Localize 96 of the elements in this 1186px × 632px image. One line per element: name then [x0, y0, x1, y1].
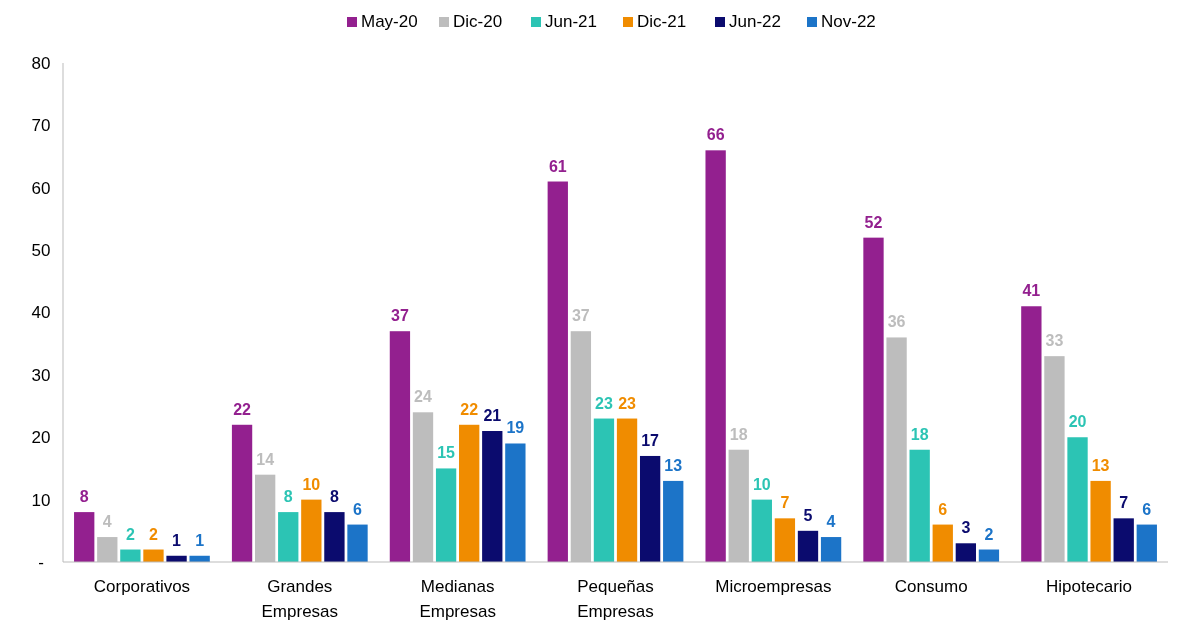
- x-tick-label: Corporativos: [93, 577, 191, 596]
- bar: [820, 537, 842, 562]
- data-label: 61: [548, 157, 567, 175]
- y-tick-label: 20: [31, 428, 51, 448]
- data-label: 20: [1068, 413, 1087, 431]
- bar: [505, 443, 526, 562]
- bar: [955, 543, 977, 562]
- data-label: 19: [506, 419, 525, 437]
- bar: [231, 424, 253, 562]
- bar: [909, 449, 930, 562]
- bar: [143, 549, 164, 562]
- bar: [301, 499, 322, 562]
- legend-label: Jun-21: [545, 12, 597, 31]
- data-label: 13: [664, 456, 683, 474]
- data-label: 2: [984, 525, 994, 543]
- data-label: 1: [172, 531, 182, 549]
- y-tick-label: 70: [31, 116, 51, 136]
- y-tick-label: -: [38, 552, 44, 572]
- data-label: 22: [233, 400, 252, 418]
- data-label: 7: [1119, 494, 1129, 512]
- bar: [547, 181, 568, 562]
- x-tick-label: Consumo: [894, 577, 968, 596]
- bar: [347, 524, 368, 562]
- bar: [797, 530, 819, 562]
- legend-label: Dic-20: [453, 12, 503, 31]
- bar: [482, 431, 503, 562]
- legend-label: Jun-22: [729, 12, 781, 31]
- bar: [663, 480, 684, 562]
- y-tick-label: 60: [31, 178, 51, 198]
- data-label: 21: [483, 407, 502, 425]
- data-label: 8: [283, 488, 293, 506]
- data-label: 10: [302, 475, 321, 493]
- data-label: 10: [752, 475, 771, 493]
- y-tick-label: 40: [31, 303, 51, 323]
- data-label: 33: [1045, 332, 1064, 350]
- data-label: 3: [961, 519, 971, 537]
- bar: [774, 518, 796, 562]
- data-label: 2: [125, 525, 135, 543]
- y-tick-label: 80: [31, 53, 51, 73]
- legend-label: May-20: [361, 12, 418, 31]
- legend-label: Nov-22: [821, 12, 876, 31]
- data-label: 36: [887, 313, 906, 331]
- bar: [863, 237, 884, 562]
- x-tick-label: Pequeñas Empresas: [577, 577, 654, 621]
- bar: [1021, 306, 1042, 562]
- data-label: 23: [618, 394, 637, 412]
- x-tick-label: Grandes Empresas: [261, 577, 339, 621]
- y-tick-label: 30: [31, 365, 51, 385]
- y-tick-label: 50: [31, 241, 51, 261]
- data-label: 37: [391, 307, 409, 325]
- bar: [593, 418, 615, 562]
- data-label: 8: [329, 488, 339, 506]
- data-label: 13: [1091, 456, 1110, 474]
- bar: [751, 499, 772, 562]
- bar: [1113, 518, 1134, 562]
- y-tick-label: 10: [31, 490, 51, 510]
- bar: [435, 468, 457, 562]
- data-label: 37: [571, 307, 590, 325]
- data-label: 4: [102, 513, 112, 531]
- data-label: 15: [437, 444, 456, 462]
- data-label: 17: [641, 431, 660, 449]
- data-label: 8: [79, 488, 89, 506]
- data-label: 24: [414, 388, 433, 406]
- data-label: 7: [780, 494, 790, 512]
- bar: [1136, 524, 1157, 562]
- data-label: 22: [460, 400, 479, 418]
- data-label: 5: [803, 506, 813, 524]
- data-label: 6: [938, 500, 948, 518]
- data-label: 6: [353, 500, 363, 518]
- bar: [278, 512, 299, 562]
- bar: [1067, 437, 1088, 562]
- x-tick-label: Microempresas: [715, 577, 832, 596]
- data-label: 14: [256, 450, 275, 468]
- bar: [120, 549, 141, 562]
- data-label: 18: [729, 425, 748, 443]
- data-label: 66: [706, 126, 725, 144]
- bar: [705, 150, 726, 562]
- legend-label: Dic-21: [637, 12, 687, 31]
- bar: [74, 512, 95, 562]
- data-label: 52: [864, 213, 883, 231]
- bar: [389, 331, 411, 562]
- bar: [324, 512, 345, 562]
- data-label: 23: [595, 394, 613, 412]
- bar: [1090, 480, 1111, 562]
- data-label: 6: [1142, 500, 1152, 518]
- x-tick-label: Hipotecario: [1046, 577, 1133, 596]
- data-label: 18: [910, 425, 929, 443]
- data-label: 1: [195, 531, 205, 549]
- data-label: 2: [149, 525, 159, 543]
- bar: [932, 524, 953, 562]
- data-label: 41: [1022, 282, 1041, 300]
- bar: [639, 455, 661, 562]
- data-label: 4: [826, 513, 836, 531]
- bar: [459, 424, 480, 562]
- bar: [616, 418, 638, 562]
- x-tick-label: Medianas Empresas: [419, 577, 496, 621]
